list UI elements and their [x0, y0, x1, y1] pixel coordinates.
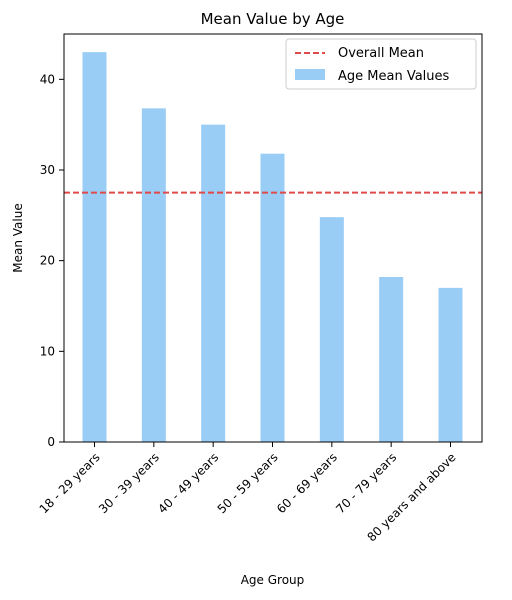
x-tick-label-30-39-years: 30 - 39 years	[96, 450, 162, 516]
legend-frame	[285, 38, 477, 90]
y-axis: 0 10 20 30 40	[40, 72, 64, 449]
chart-title: Mean Value by Age	[201, 10, 345, 28]
x-tick-label-18-29-years: 18 - 29 years	[37, 450, 103, 516]
bar-40-49-years	[201, 124, 226, 443]
legend-swatch-age-mean-values	[295, 69, 325, 80]
x-tick-label-70-79-years: 70 - 79 years	[333, 450, 399, 516]
x-axis-label: Age Group	[241, 573, 305, 587]
bar-80-years-and-above	[438, 287, 463, 442]
legend-label-age-mean-values: Age Mean Values	[338, 69, 450, 84]
y-tick-label-40: 40	[40, 72, 55, 86]
bars-group	[82, 52, 463, 443]
x-tick-label-60-69-years: 60 - 69 years	[274, 450, 340, 516]
x-tick-label-50-59-years: 50 - 59 years	[215, 450, 281, 516]
bar-30-39-years	[141, 108, 166, 442]
bar-50-59-years	[260, 153, 285, 442]
y-axis-label: Mean Value	[11, 203, 25, 272]
y-tick-label-0: 0	[47, 435, 55, 449]
bar-18-29-years	[82, 52, 107, 443]
y-tick-label-30: 30	[40, 163, 55, 177]
x-tick-label-40-49-years: 40 - 49 years	[155, 450, 221, 516]
bar-60-69-years	[319, 217, 344, 442]
legend: Overall Mean Age Mean Values	[285, 38, 477, 90]
y-tick-label-10: 10	[40, 344, 55, 358]
y-tick-label-20: 20	[40, 254, 55, 268]
legend-label-overall-mean: Overall Mean	[338, 46, 424, 61]
bar-70-79-years	[379, 276, 404, 442]
